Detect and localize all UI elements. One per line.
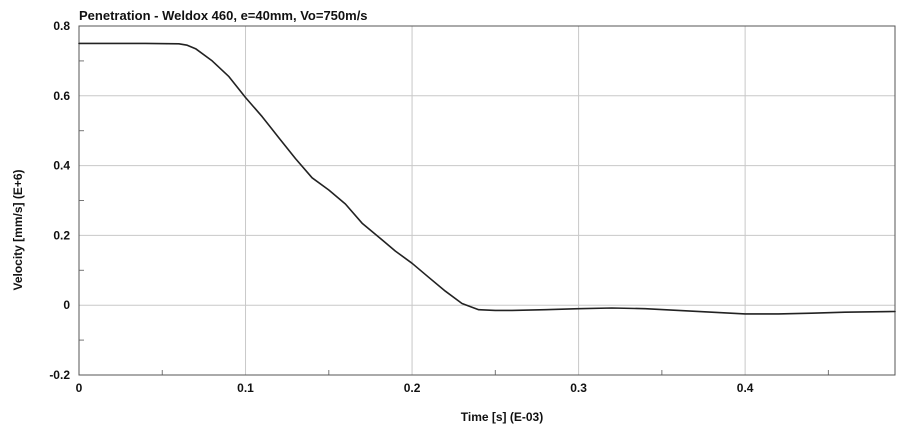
- x-axis-label: Time [s] (E-03): [461, 410, 543, 424]
- minor-ticks: [79, 60, 829, 375]
- x-tick-label-0: 0: [76, 381, 83, 395]
- tick-labels: 0 0.1 0.2 0.3 0.4 -0.2 0 0.2 0.4 0.6 0.8: [49, 19, 753, 395]
- series-layer: [78, 42, 896, 315]
- plot-frame: [78, 25, 896, 376]
- x-tick-label-2: 0.2: [404, 381, 421, 395]
- y-axis-label: Velocity [mm/s] (E+6): [11, 169, 25, 290]
- y-tick-label-0: -0.2: [49, 368, 70, 382]
- y-tick-label-3: 0.4: [53, 159, 70, 173]
- chart-title: Penetration - Weldox 460, e=40mm, Vo=750…: [79, 8, 368, 23]
- y-tick-label-5: 0.8: [53, 19, 70, 33]
- x-tick-label-4: 0.4: [737, 381, 754, 395]
- x-tick-label-3: 0.3: [570, 381, 587, 395]
- y-tick-label-4: 0.6: [53, 89, 70, 103]
- x-tick-label-1: 0.1: [237, 381, 254, 395]
- y-tick-label-1: 0: [63, 298, 70, 312]
- y-tick-label-2: 0.2: [53, 228, 70, 242]
- series-line-0: [78, 42, 896, 315]
